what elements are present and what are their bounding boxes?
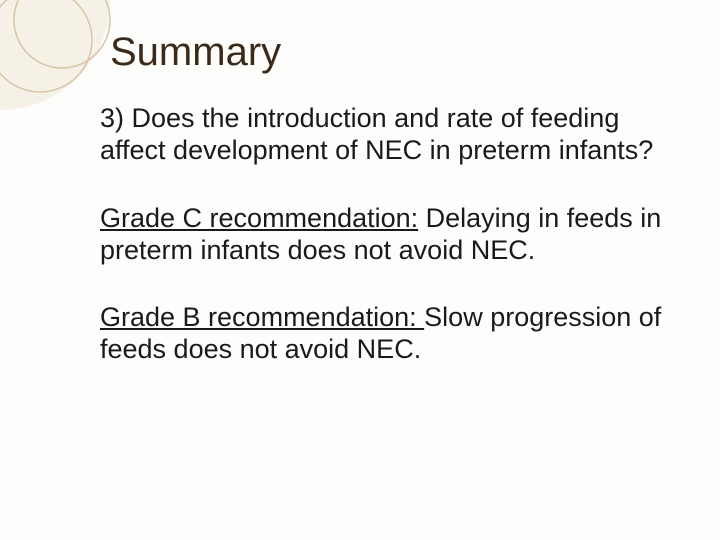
slide-body: 3) Does the introduction and rate of fee… [100, 103, 680, 366]
grade-c-lead: Grade C recommendation: [100, 203, 418, 233]
slide-title: Summary [110, 30, 680, 75]
slide: Summary 3) Does the introduction and rat… [0, 0, 720, 540]
grade-b-lead: Grade B recommendation: [100, 302, 424, 332]
paragraph-question: 3) Does the introduction and rate of fee… [100, 103, 680, 167]
paragraph-grade-c: Grade C recommendation: Delaying in feed… [100, 203, 680, 267]
paragraph-grade-b: Grade B recommendation: Slow progression… [100, 302, 680, 366]
